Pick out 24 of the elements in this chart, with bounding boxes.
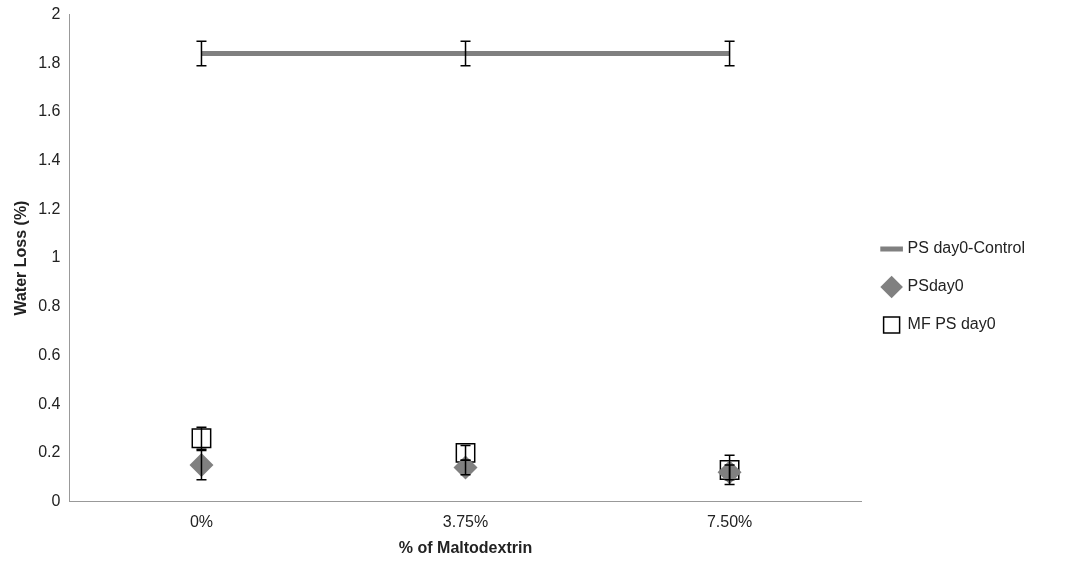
y-tick-label: 0	[51, 492, 61, 510]
y-tick-label: 1	[51, 248, 61, 266]
x-tick-label: 3.75%	[442, 512, 489, 530]
y-tick-label: 0.8	[38, 297, 61, 315]
point	[189, 453, 214, 478]
y-tick-label: 1.8	[38, 53, 61, 71]
y-tick-label: 0.6	[38, 345, 61, 363]
y-tick-label: 0.4	[38, 394, 61, 412]
point	[717, 460, 742, 485]
y-tick-label: 2	[51, 4, 61, 22]
point	[455, 442, 476, 463]
x-tick-label: 7.50%	[706, 512, 753, 530]
point	[453, 455, 478, 480]
y-axis-title: Water Loss (%)	[12, 200, 30, 316]
y-tick-label: 1.6	[38, 102, 61, 120]
y-tick-label: 0.2	[38, 443, 61, 461]
y-tick-label: 1.4	[38, 151, 61, 169]
legend-label: PSday0	[907, 277, 964, 295]
legend-label: MF PS day0	[907, 315, 996, 333]
legend-label: PS day0-Control	[907, 239, 1025, 257]
y-tick-label: 1.2	[38, 199, 61, 217]
x-tick-label: 0%	[189, 512, 214, 530]
point	[191, 428, 212, 449]
x-axis-title: % of Maltodextrin	[398, 538, 533, 556]
